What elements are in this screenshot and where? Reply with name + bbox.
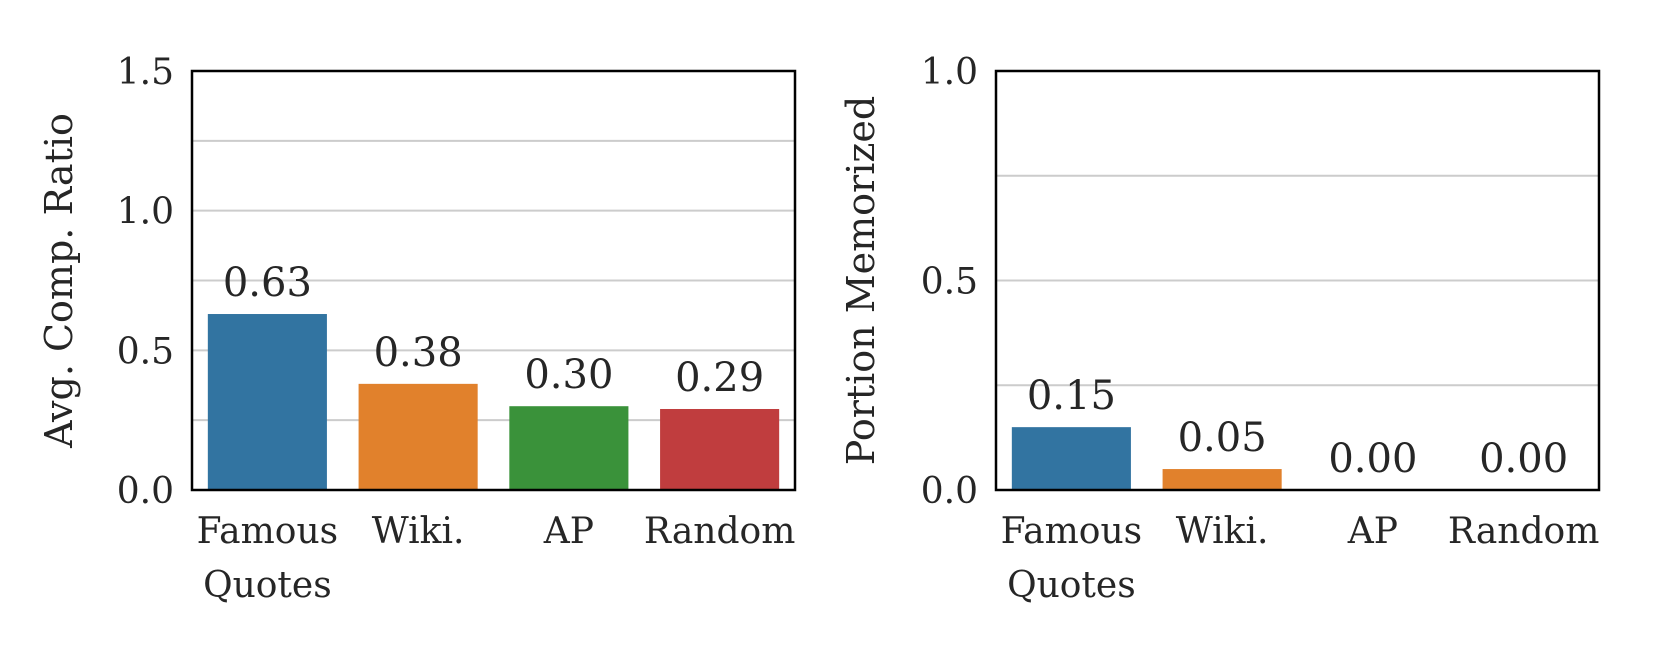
bar-value-label: 0.29: [675, 355, 764, 401]
x-tick-label: Random: [644, 511, 795, 552]
x-tick-label: Famous: [1001, 511, 1142, 552]
y-tick-label: 1.0: [921, 52, 978, 93]
y-tick-label: 0.0: [117, 471, 174, 512]
y-axis-label: Avg. Comp. Ratio: [37, 113, 81, 449]
x-tick-label: AP: [1347, 511, 1398, 552]
bar-value-label: 0.00: [1328, 436, 1417, 482]
chart-panel-memorized: 0.15 0.05 0.00 0.00 0.0 0.5 1.0 Famous Quotes Wik…: [839, 52, 1601, 606]
plot-frame: [994, 69, 1601, 492]
bar: [509, 406, 629, 490]
chart-panel-comp-ratio: 0.63 0.38 0.30 0.29 0.0 0.5 1.0 1.5 Famous Quotes…: [37, 52, 797, 606]
x-tick-label: Quotes: [203, 565, 332, 606]
x-tick-label: Wiki.: [1176, 511, 1269, 552]
y-axis-label: Portion Memorized: [839, 96, 883, 465]
bar: [1162, 469, 1282, 490]
plot-frame: [190, 69, 797, 492]
bar: [660, 408, 780, 490]
y-tick-label: 1.5: [117, 52, 174, 93]
bar-value-label: 0.15: [1027, 373, 1116, 419]
bar-value-label: 0.63: [223, 260, 312, 306]
y-tick-label: 0.5: [921, 262, 978, 303]
x-tick-label: AP: [543, 511, 594, 552]
x-tick-label: Wiki.: [372, 511, 465, 552]
bar: [207, 314, 327, 490]
y-tick-label: 1.0: [117, 192, 174, 233]
y-tick-label: 0.5: [117, 331, 174, 372]
bar-value-label: 0.30: [524, 352, 613, 398]
x-tick-label: Famous: [197, 511, 338, 552]
x-tick-label: Random: [1448, 511, 1599, 552]
y-tick-label: 0.0: [921, 471, 978, 512]
x-tick-label: Quotes: [1007, 565, 1136, 606]
bar-value-label: 0.00: [1479, 436, 1568, 482]
bar: [1011, 427, 1131, 490]
bar: [358, 383, 478, 490]
bar-value-label: 0.05: [1178, 415, 1267, 461]
bar-value-label: 0.38: [374, 330, 463, 376]
